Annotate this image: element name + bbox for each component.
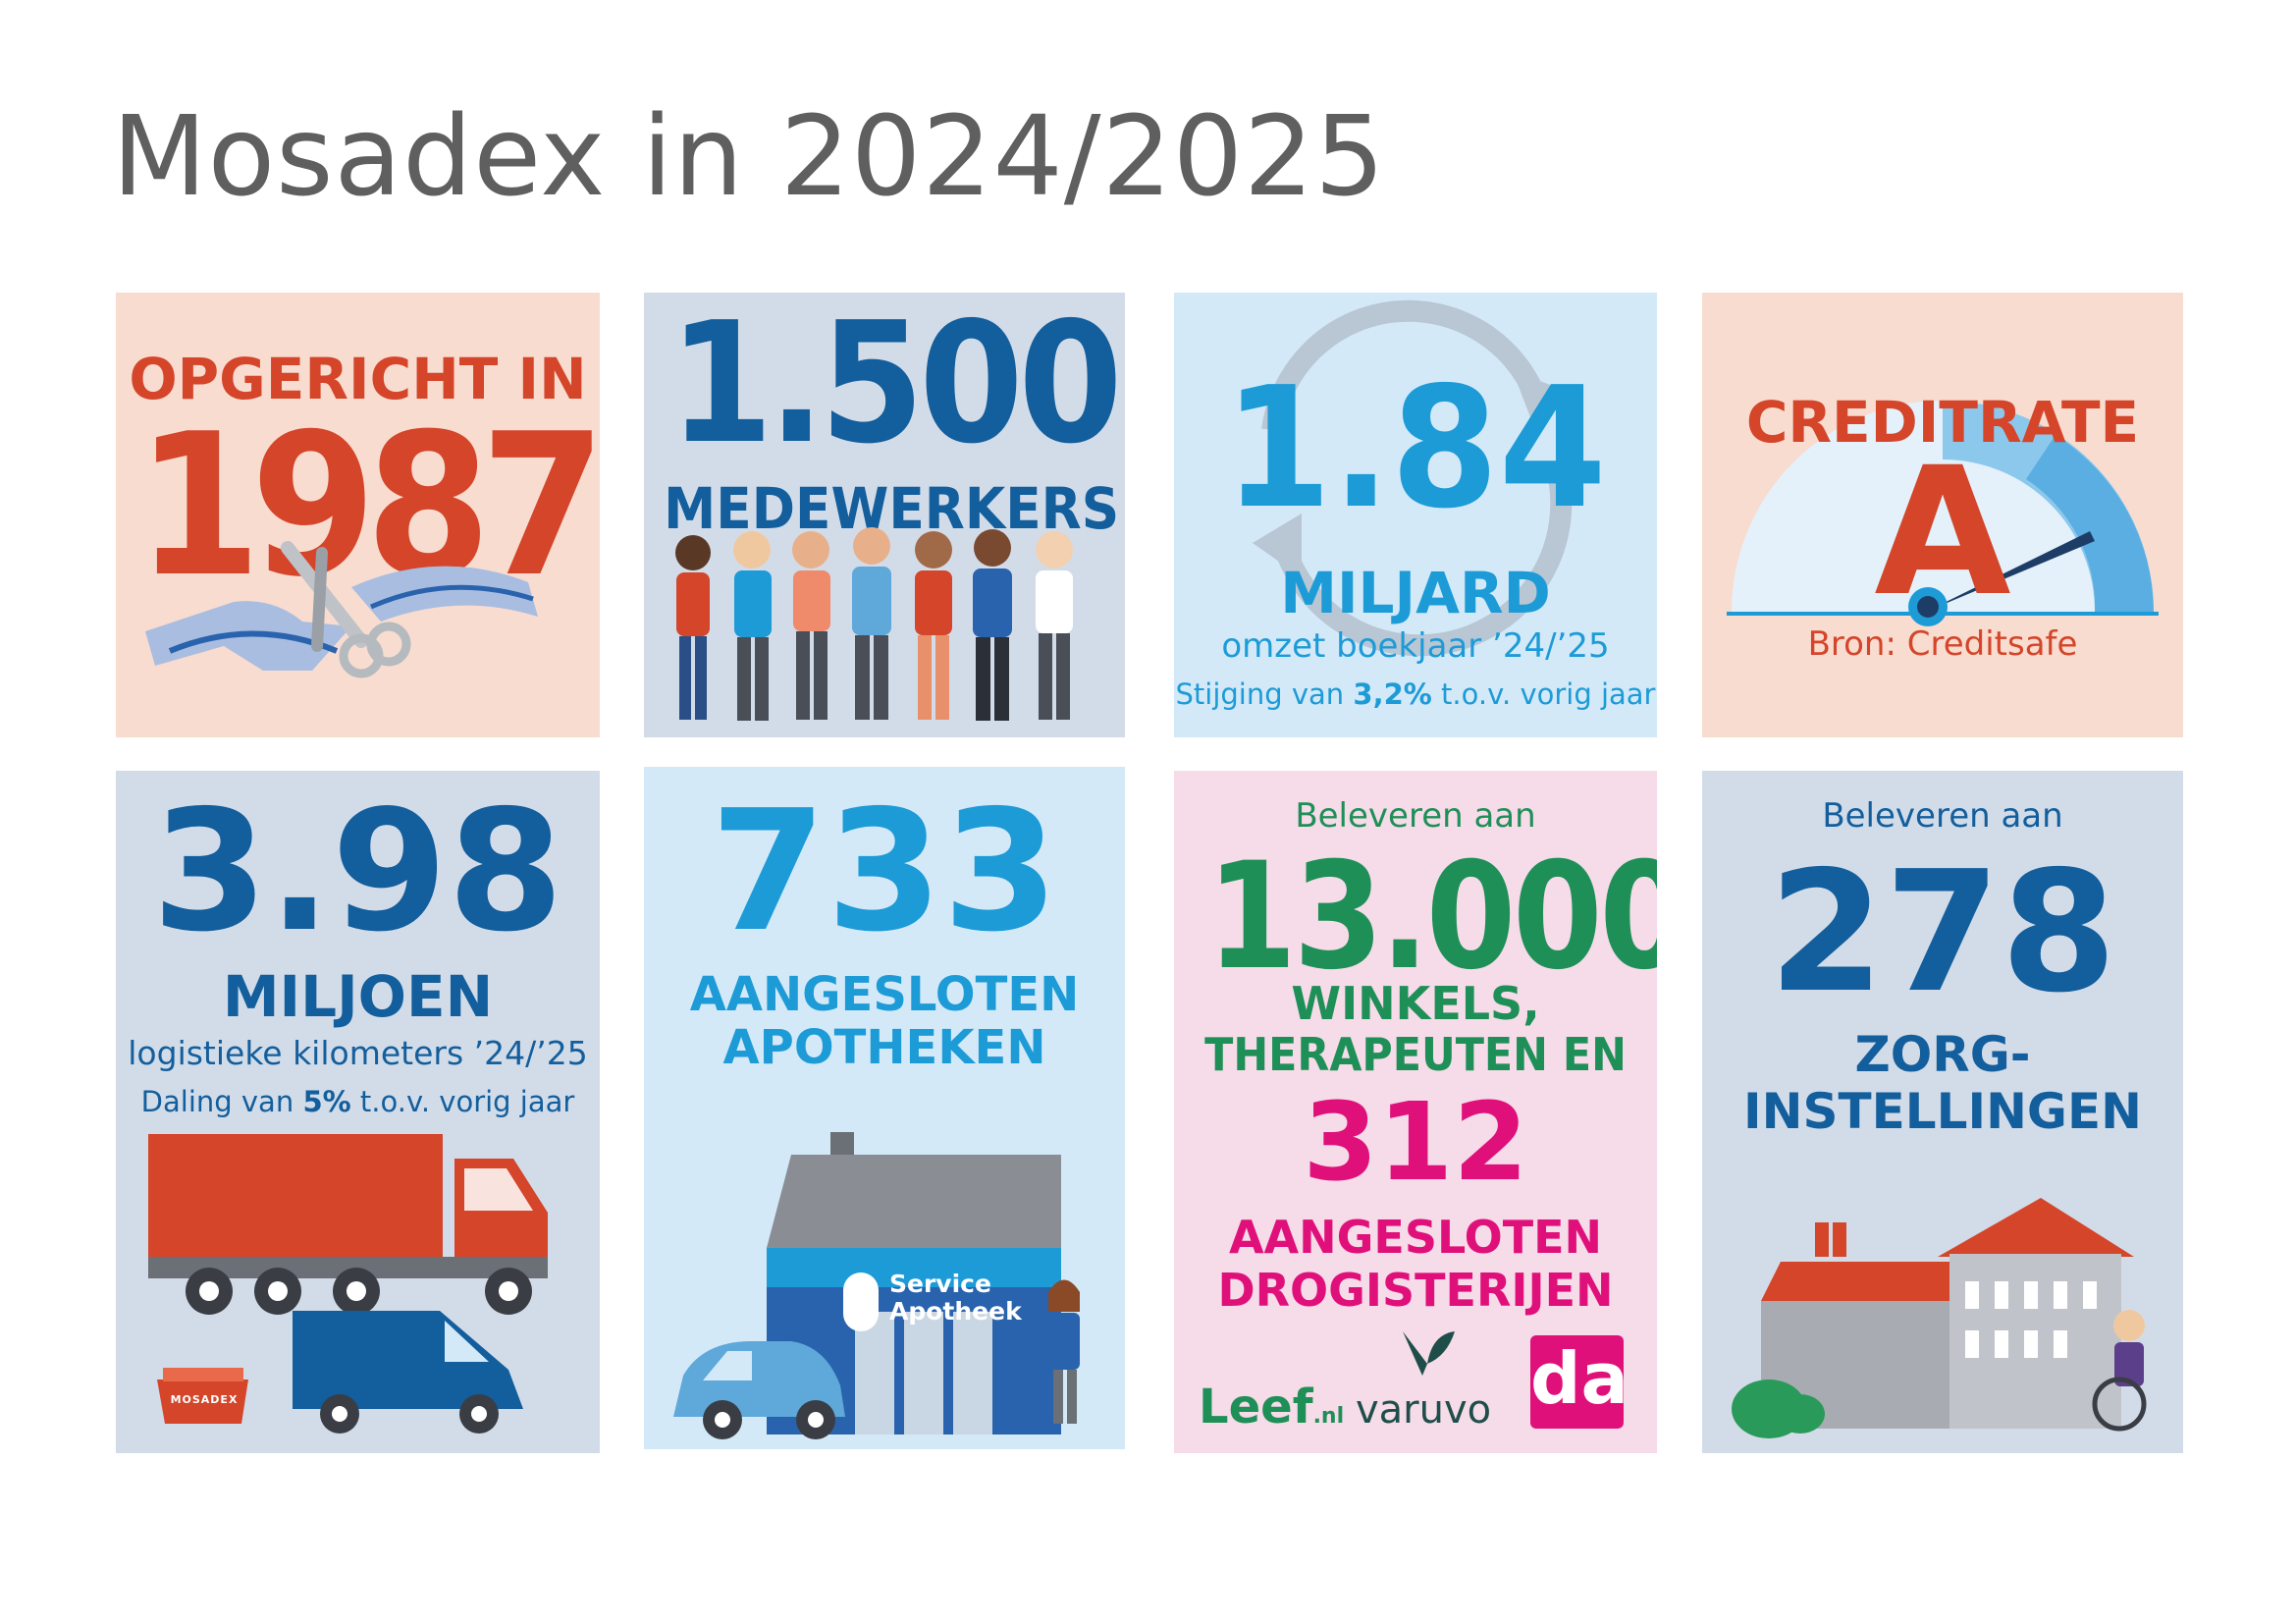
- tile-employees: 1.500 MEDEWERKERS: [644, 293, 1125, 737]
- revenue-change-suffix: t.o.v. vorig jaar: [1431, 677, 1656, 711]
- care-line1: ZORG-: [1854, 1026, 2031, 1083]
- logistics-change-prefix: Daling van: [140, 1085, 303, 1118]
- care-number: 278: [1768, 836, 2117, 1030]
- credit-label: CREDITRATE: [1745, 389, 2140, 456]
- logistics-caption: logistieke kilometers ’24/’25: [128, 1034, 588, 1072]
- tile-care: Beleveren aan 278 ZORG- INSTELLINGEN: [1702, 771, 2183, 1453]
- care-home-illustration: [1732, 1198, 2147, 1438]
- ribbon-scissors-illustration: [145, 541, 538, 678]
- stores-line3: AANGESLOTEN: [1228, 1211, 1603, 1264]
- pharmacy-building-illustration: [673, 1132, 1080, 1439]
- page-title: Mosadex in 2024/2025: [112, 93, 1386, 221]
- logistics-change-value: 5%: [302, 1085, 351, 1118]
- people-group-illustration: [675, 527, 1073, 721]
- care-intro: Beleveren aan: [1822, 796, 2063, 836]
- tile-stores: Beleveren aan 13.000 WINKELS, THERAPEUTE…: [1174, 771, 1657, 1453]
- varuvo-logo: varuvo: [1356, 1387, 1492, 1433]
- tile-logistics: 3.98 MILJOEN logistieke kilometers ’24/’…: [116, 771, 600, 1453]
- da-logo: da: [1530, 1335, 1629, 1429]
- pharmacies-line2: APOTHEKEN: [722, 1020, 1046, 1075]
- logistics-change: Daling van 5% t.o.v. vorig jaar: [116, 1085, 600, 1118]
- revenue-number: 1.84: [1223, 352, 1608, 546]
- revenue-caption: omzet boekjaar ’24/’25: [1221, 626, 1610, 666]
- stores-intro: Beleveren aan: [1295, 796, 1536, 836]
- tile-revenue: 1.84 MILJARD omzet boekjaar ’24/’25 Stij…: [1174, 293, 1657, 737]
- revenue-change-prefix: Stijging van: [1175, 677, 1354, 711]
- pharmacy-sign-line1: Service: [889, 1270, 991, 1298]
- tile-founded: OPGERICHT IN 1987: [116, 293, 600, 737]
- tile-pharmacies: 733 AANGESLOTEN APOTHEKEN Service Apothe…: [644, 767, 1125, 1449]
- logistics-unit: MILJOEN: [222, 963, 494, 1030]
- varuvo-leaf-icon: [1403, 1331, 1455, 1376]
- employees-label: MEDEWERKERS: [664, 475, 1120, 542]
- truck-van-illustration: [148, 1134, 548, 1434]
- stores-line1: WINKELS,: [1291, 977, 1540, 1030]
- revenue-change: Stijging van 3,2% t.o.v. vorig jaar: [1174, 677, 1657, 711]
- credit-gauge-illustration: [1727, 401, 2159, 626]
- credit-rating: A: [1874, 430, 2011, 635]
- employees-number: 1.500: [668, 293, 1122, 481]
- stores-number2: 312: [1303, 1079, 1528, 1205]
- revenue-unit: MILJARD: [1280, 560, 1551, 626]
- pharmacy-sign-line2: Apotheek: [889, 1297, 1022, 1326]
- stores-line2: THERAPEUTEN EN: [1204, 1028, 1627, 1081]
- leef-logo: Leef.nl: [1199, 1380, 1344, 1435]
- care-line2: INSTELLINGEN: [1743, 1083, 2142, 1140]
- logistics-number: 3.98: [151, 775, 564, 969]
- stores-line4: DROGISTERIJEN: [1217, 1264, 1614, 1317]
- stores-number: 13.000: [1206, 832, 1657, 1002]
- revenue-change-value: 3,2%: [1353, 677, 1432, 711]
- crate-logo: MOSADEX: [170, 1393, 239, 1406]
- refresh-arrows-icon: [1253, 299, 1573, 657]
- founded-label: OPGERICHT IN: [129, 346, 587, 412]
- founded-year: 1987: [135, 392, 600, 621]
- pharmacy-logo-icon: [843, 1272, 879, 1331]
- leef-logo-text: Leef: [1199, 1380, 1313, 1435]
- pharmacies-number: 733: [710, 775, 1059, 969]
- da-logo-text: da: [1530, 1337, 1629, 1420]
- credit-source: Bron: Creditsafe: [1807, 624, 2078, 664]
- tile-credit: CREDITRATE A Bron: Creditsafe: [1702, 293, 2183, 737]
- logistics-change-suffix: t.o.v. vorig jaar: [350, 1085, 575, 1118]
- pharmacies-line1: AANGESLOTEN: [689, 967, 1080, 1022]
- leef-logo-suffix: .nl: [1312, 1404, 1345, 1429]
